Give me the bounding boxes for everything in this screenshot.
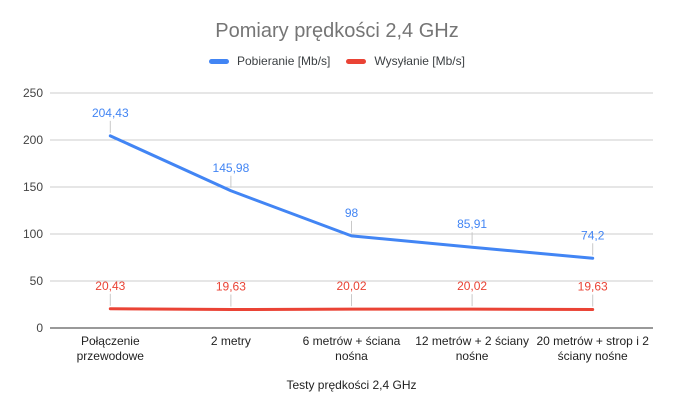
data-label-upload: 19,63 [216, 280, 246, 294]
legend-swatch-upload-icon [346, 58, 367, 64]
x-category-label: 2 metry [210, 334, 251, 348]
y-axis-tick-label: 0 [36, 321, 43, 335]
legend-swatch-download-icon [209, 58, 229, 64]
series-line-upload [108, 307, 595, 312]
data-label-download: 74,2 [581, 228, 605, 242]
data-label-download: 98 [345, 206, 359, 220]
legend-label-upload: Wysyłanie [Mb/s] [374, 54, 465, 68]
x-category-label: 20 metrów + strop i 2 ściany nośne [536, 334, 649, 363]
data-label-download: 145,98 [213, 161, 250, 175]
x-category-label: 12 metrów + 2 ściany nośne [415, 334, 529, 363]
data-label-upload: 20,02 [336, 279, 366, 293]
legend-item-download[interactable]: Pobieranie [Mb/s] [209, 54, 330, 68]
series-line-download [108, 134, 595, 260]
legend-label-download: Pobieranie [Mb/s] [237, 54, 331, 68]
chart-title: Pomiary prędkości 2,4 GHz [215, 20, 459, 42]
x-axis-title: Testy prędkości 2,4 GHz [286, 378, 417, 392]
chart-legend: Pobieranie [Mb/s] Wysyłanie [Mb/s] [0, 54, 674, 68]
data-label-upload: 20,43 [95, 279, 125, 293]
x-category-label: 6 metrów + ściana nośna [302, 334, 401, 363]
y-axis-tick-label: 250 [23, 86, 43, 100]
y-axis-tick-label: 50 [30, 274, 44, 288]
y-axis-tick-label: 150 [23, 180, 43, 194]
y-axis-tick-label: 100 [23, 227, 43, 241]
data-label-upload: 20,02 [457, 279, 487, 293]
data-label-download: 85,91 [457, 217, 487, 231]
legend-item-upload[interactable]: Wysyłanie [Mb/s] [346, 54, 465, 68]
y-axis-tick-label: 200 [23, 133, 43, 147]
data-label-upload: 19,63 [578, 280, 608, 294]
data-label-download: 204,43 [92, 106, 129, 120]
x-category-label: Połączenie przewodowe [76, 334, 144, 363]
